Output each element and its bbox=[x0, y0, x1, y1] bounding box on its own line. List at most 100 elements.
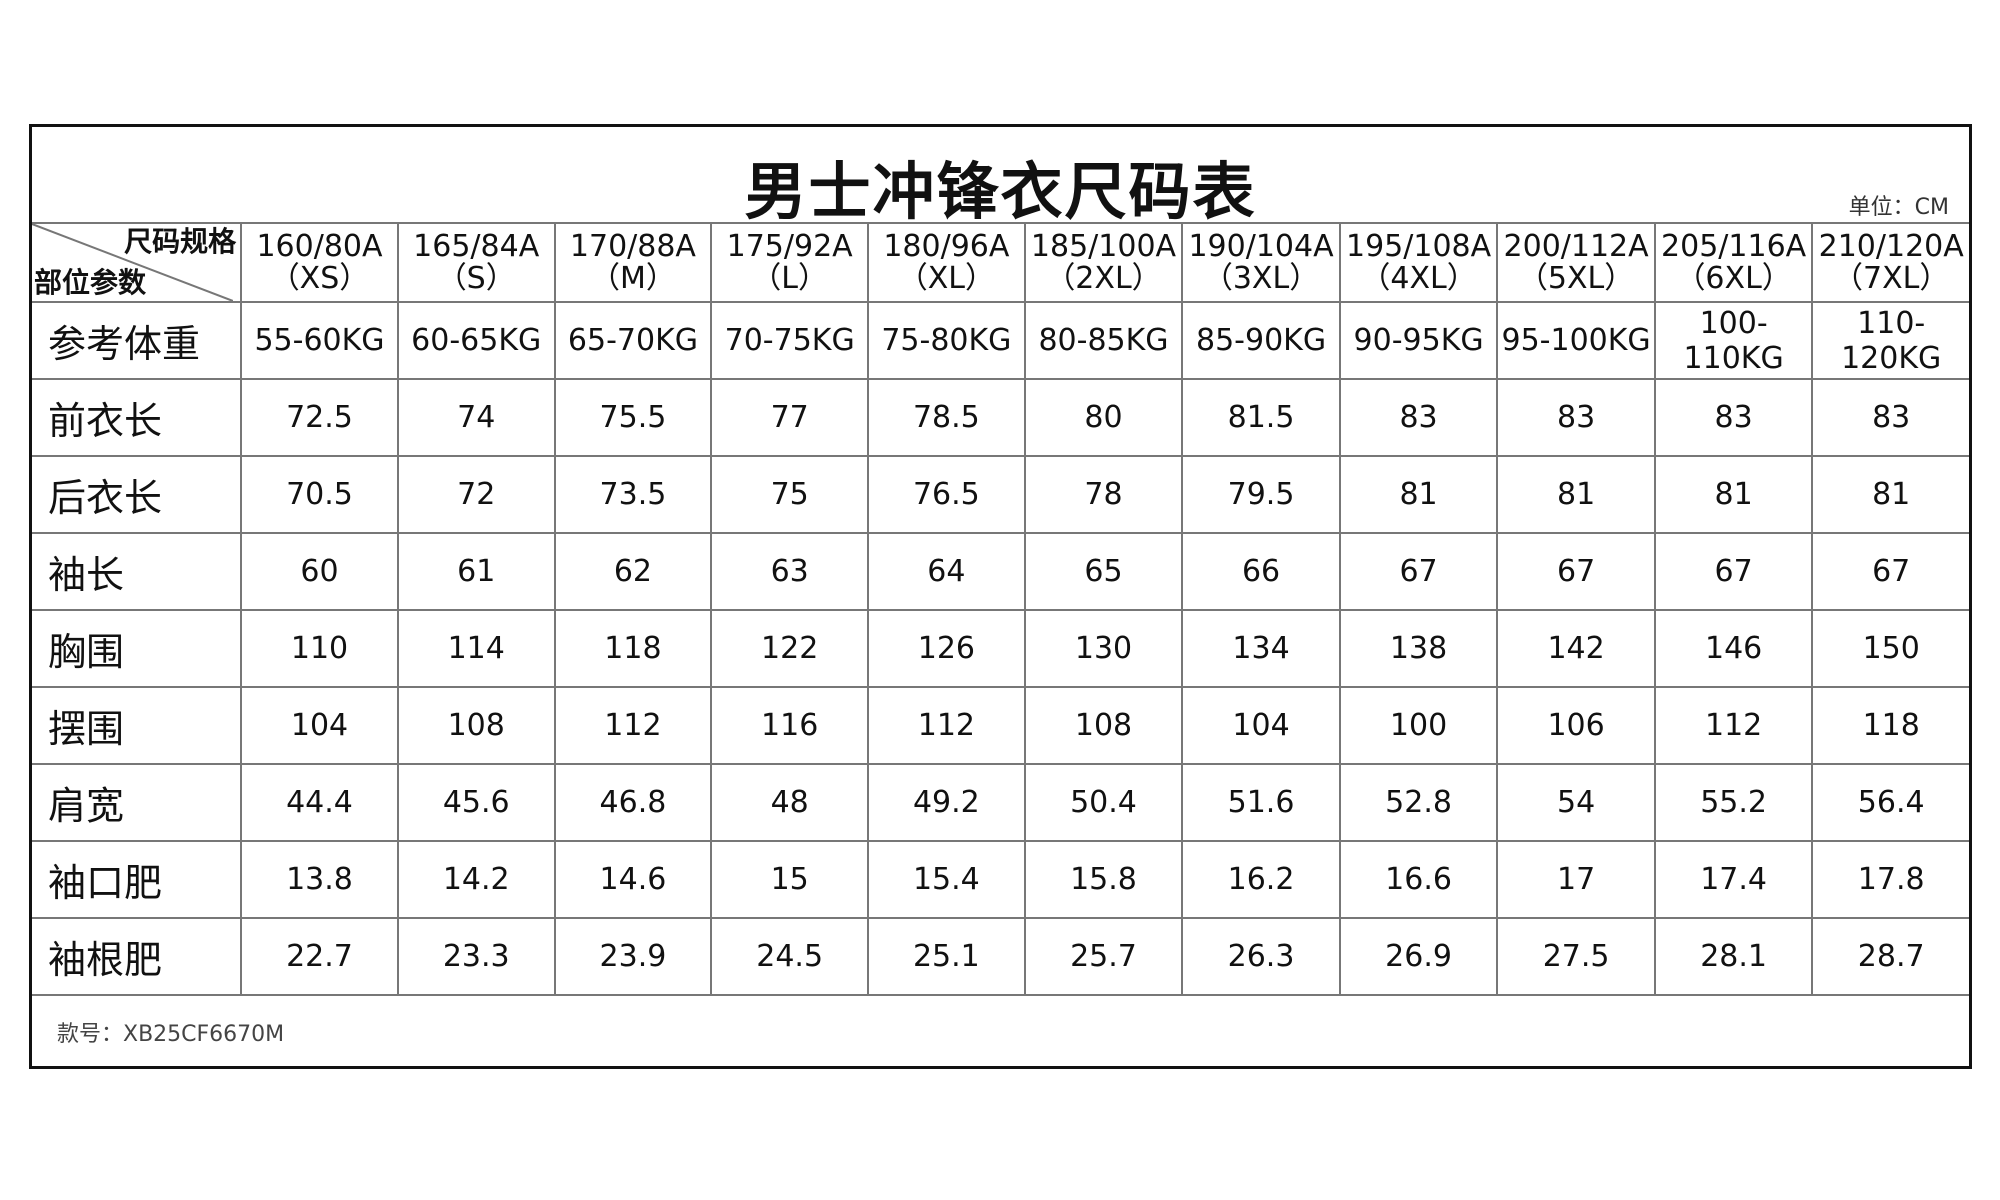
size-header: 185/100A （2XL） bbox=[1023, 222, 1184, 303]
size-header: 180/96A （XL） bbox=[867, 222, 1026, 303]
corner-cell: 尺码规格 部位参数 bbox=[32, 222, 243, 303]
table-cell: 17.4 bbox=[1653, 840, 1814, 919]
table-cell: 22.7 bbox=[240, 917, 399, 996]
corner-param-label: 部位参数 bbox=[34, 266, 147, 299]
table-cell: 150 bbox=[1811, 609, 1969, 688]
size-label: （S） bbox=[436, 260, 516, 296]
row-label: 袖根肥 bbox=[32, 917, 243, 996]
table-cell: 15 bbox=[710, 840, 870, 919]
table-cell: 134 bbox=[1181, 609, 1341, 688]
table-cell: 52.8 bbox=[1338, 763, 1499, 842]
table-cell: 104 bbox=[240, 686, 399, 765]
table-cell: 65-70KG bbox=[553, 301, 713, 380]
size-label: （M） bbox=[589, 260, 676, 296]
table-cell: 142 bbox=[1496, 609, 1656, 688]
table-cell: 112 bbox=[1653, 686, 1814, 765]
table-cell: 61 bbox=[396, 532, 556, 611]
table-cell: 56.4 bbox=[1811, 763, 1969, 842]
table-cell: 108 bbox=[1023, 686, 1184, 765]
size-code: 165/84A bbox=[413, 228, 540, 264]
table-row: 肩宽 44.4 45.6 46.8 48 49.2 50.4 51.6 52.8 54 55.2 56… bbox=[32, 763, 1969, 842]
table-cell: 17 bbox=[1496, 840, 1656, 919]
size-label: （XL） bbox=[897, 260, 995, 296]
table-cell: 54 bbox=[1496, 763, 1656, 842]
table-cell: 130 bbox=[1023, 609, 1184, 688]
table-cell: 73.5 bbox=[553, 455, 713, 534]
row-label: 肩宽 bbox=[32, 763, 243, 842]
size-header: 160/80A （XS） bbox=[240, 222, 399, 303]
table-cell: 70.5 bbox=[240, 455, 399, 534]
table-cell: 67 bbox=[1496, 532, 1656, 611]
table-cell: 16.6 bbox=[1338, 840, 1499, 919]
table-cell: 26.9 bbox=[1338, 917, 1499, 996]
size-code: 160/80A bbox=[256, 228, 383, 264]
table-row: 摆围 104 108 112 116 112 108 104 100 106 112 118 bbox=[32, 686, 1969, 765]
table-cell: 50.4 bbox=[1023, 763, 1184, 842]
table-cell: 15.8 bbox=[1023, 840, 1184, 919]
table-cell: 60 bbox=[240, 532, 399, 611]
size-label: （3XL） bbox=[1202, 260, 1320, 296]
size-table: 尺码规格 部位参数 160/80A （XS） 165/84A （S） 170/88A （M… bbox=[32, 222, 1969, 996]
table-cell: 81 bbox=[1811, 455, 1969, 534]
table-cell: 45.6 bbox=[396, 763, 556, 842]
size-chart: 男士冲锋衣尺码表 单位：CM 尺码规格 部位参数 160/80A （XS） 165/… bbox=[29, 124, 1972, 1069]
table-cell: 104 bbox=[1181, 686, 1341, 765]
chart-title: 男士冲锋衣尺码表 bbox=[744, 155, 1257, 228]
table-cell: 70-75KG bbox=[710, 301, 870, 380]
size-code: 180/96A bbox=[883, 228, 1010, 264]
table-cell: 75-80KG bbox=[867, 301, 1026, 380]
table-cell: 72 bbox=[396, 455, 556, 534]
table-cell: 80 bbox=[1023, 378, 1184, 457]
table-cell: 76.5 bbox=[867, 455, 1026, 534]
size-header: 175/92A （L） bbox=[710, 222, 870, 303]
table-cell: 28.1 bbox=[1653, 917, 1814, 996]
size-code: 190/104A bbox=[1188, 228, 1334, 264]
table-cell: 138 bbox=[1338, 609, 1499, 688]
table-cell: 28.7 bbox=[1811, 917, 1969, 996]
table-cell: 55-60KG bbox=[240, 301, 399, 380]
table-cell: 100-110KG bbox=[1653, 301, 1814, 380]
table-cell: 26.3 bbox=[1181, 917, 1341, 996]
table-cell: 25.7 bbox=[1023, 917, 1184, 996]
table-row: 胸围 110 114 118 122 126 130 134 138 142 146 150 bbox=[32, 609, 1969, 688]
row-label: 袖长 bbox=[32, 532, 243, 611]
table-cell: 14.2 bbox=[396, 840, 556, 919]
table-cell: 15.4 bbox=[867, 840, 1026, 919]
table-cell: 78 bbox=[1023, 455, 1184, 534]
size-code: 185/100A bbox=[1030, 228, 1177, 264]
table-cell: 66 bbox=[1181, 532, 1341, 611]
table-row: 袖口肥 13.8 14.2 14.6 15 15.4 15.8 16.2 16.6 17 17.4 1… bbox=[32, 840, 1969, 919]
table-cell: 110 bbox=[240, 609, 399, 688]
table-cell: 62 bbox=[553, 532, 713, 611]
size-header: 205/116A （6XL） bbox=[1653, 222, 1814, 303]
size-header: 165/84A （S） bbox=[396, 222, 556, 303]
table-cell: 78.5 bbox=[867, 378, 1026, 457]
diagonal-line bbox=[32, 224, 233, 301]
table-cell: 23.9 bbox=[553, 917, 713, 996]
table-cell: 110-120KG bbox=[1811, 301, 1969, 380]
table-cell: 48 bbox=[710, 763, 870, 842]
size-code: 195/108A bbox=[1345, 228, 1492, 264]
row-label: 袖口肥 bbox=[32, 840, 243, 919]
table-cell: 108 bbox=[396, 686, 556, 765]
table-cell: 90-95KG bbox=[1338, 301, 1499, 380]
table-cell: 60-65KG bbox=[396, 301, 556, 380]
table-cell: 118 bbox=[553, 609, 713, 688]
table-cell: 25.1 bbox=[867, 917, 1026, 996]
table-cell: 16.2 bbox=[1181, 840, 1341, 919]
table-cell: 100 bbox=[1338, 686, 1499, 765]
size-header: 170/88A （M） bbox=[553, 222, 713, 303]
table-row: 袖长 60 61 62 63 64 65 66 67 67 67 67 bbox=[32, 532, 1969, 611]
table-cell: 112 bbox=[867, 686, 1026, 765]
table-cell: 44.4 bbox=[240, 763, 399, 842]
table-cell: 67 bbox=[1653, 532, 1814, 611]
table-cell: 65 bbox=[1023, 532, 1184, 611]
style-number: 款号：XB25CF6670M bbox=[57, 1022, 285, 1047]
size-label: （4XL） bbox=[1360, 260, 1477, 296]
table-cell: 81 bbox=[1338, 455, 1499, 534]
table-cell: 27.5 bbox=[1496, 917, 1656, 996]
size-label: （6XL） bbox=[1675, 260, 1792, 296]
size-code: 175/92A bbox=[726, 228, 853, 264]
table-cell: 64 bbox=[867, 532, 1026, 611]
row-label: 前衣长 bbox=[32, 378, 243, 457]
